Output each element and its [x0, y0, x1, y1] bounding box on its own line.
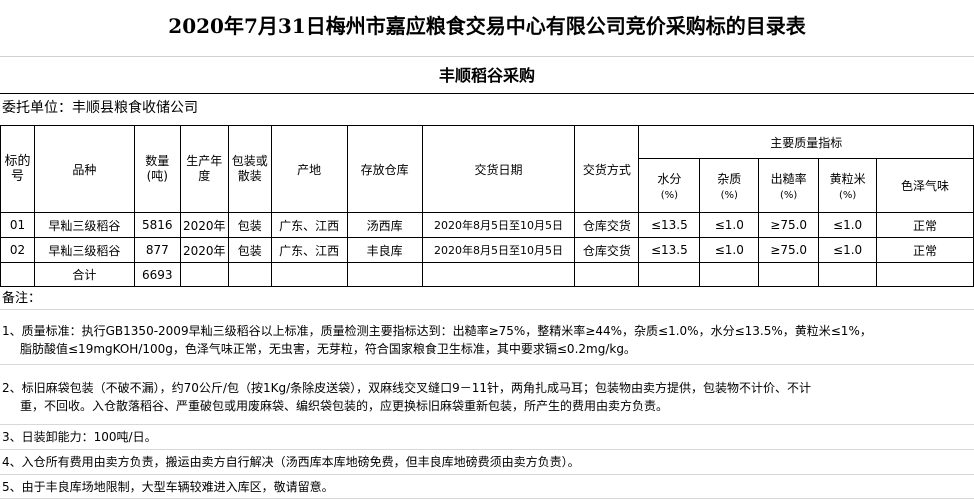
- cell-qty: 877: [133, 237, 181, 263]
- cell-year: 2020年: [179, 212, 229, 238]
- note-1: 1、质量标准：执行GB1350-2009早籼三级稻谷以上标准，质量检测主要指标达…: [0, 310, 974, 365]
- cell-qty: 5816: [133, 212, 181, 238]
- cell-yellow: ≤1.0: [818, 212, 878, 238]
- cell-variety: 早籼三级稻谷: [33, 212, 135, 238]
- cell-warehouse: 丰良库: [346, 237, 423, 263]
- header-yield: 出糙率 (%): [758, 158, 820, 213]
- cell-yellow: ≤1.0: [818, 237, 878, 263]
- subtitle: 丰顺稻谷采购: [0, 56, 974, 94]
- header-qty: 数量(吨): [133, 125, 181, 213]
- cell-impurity: ≤1.0: [699, 237, 760, 263]
- note-3: 3、日装卸能力：100吨/日。: [0, 425, 974, 450]
- header-variety: 品种: [33, 125, 135, 213]
- cell-delivery: 仓库交货: [574, 212, 640, 238]
- cell-date: 2020年8月5日至10月5日: [421, 212, 576, 238]
- header-year: 生产年度: [179, 125, 229, 213]
- cell-pack: 包装: [227, 212, 272, 238]
- cell-moisture: ≤13.5: [638, 237, 701, 263]
- cell-lot: 01: [0, 212, 35, 238]
- cell-impurity: ≤1.0: [699, 212, 760, 238]
- header-yellow: 黄粒米 (%): [818, 158, 878, 213]
- note-2: 2、标旧麻袋包装（不破不漏），约70公斤/包（按1Kg/条除皮送袋），双麻线交叉…: [0, 365, 974, 425]
- total-qty: 6693: [133, 262, 181, 287]
- header-origin: 产地: [270, 125, 348, 213]
- header-date: 交货日期: [421, 125, 576, 213]
- cell-yield: ≥75.0: [758, 237, 820, 263]
- cell-variety: 早籼三级稻谷: [33, 237, 135, 263]
- header-moisture: 水分 (%): [638, 158, 701, 213]
- header-pack: 包装或散装: [227, 125, 272, 213]
- total-row: 合计 6693: [0, 262, 974, 287]
- header-impurity: 杂质 (%): [699, 158, 760, 213]
- cell-lot: 02: [0, 237, 35, 263]
- header-warehouse: 存放仓库: [346, 125, 423, 213]
- cell-yield: ≥75.0: [758, 212, 820, 238]
- page-title: 2020年7月31日梅州市嘉应粮食交易中心有限公司竞价采购标的目录表: [168, 14, 806, 38]
- note-5: 5、由于丰良库场地限制，大型车辆较难进入库区，敬请留意。: [0, 475, 974, 499]
- note-4: 4、入仓所有费用由卖方负责，搬运由卖方自行解决（汤西库本库地磅免费，但丰良库地磅…: [0, 450, 974, 475]
- cell-color: 正常: [876, 237, 974, 263]
- cell-color: 正常: [876, 212, 974, 238]
- cell-year: 2020年: [179, 237, 229, 263]
- header-lot: 标的号: [0, 125, 35, 213]
- table-row: 01 早籼三级稻谷 5816 2020年 包装 广东、江西 汤西库 2020年8月5日至10月…: [0, 212, 974, 238]
- cell-origin: 广东、江西: [270, 212, 348, 238]
- header-delivery: 交货方式: [574, 125, 640, 213]
- cell-date: 2020年8月5日至10月5日: [421, 237, 576, 263]
- client-label: 委托单位：丰顺县粮食收储公司: [2, 100, 198, 116]
- header-quality: 主要质量指标: [638, 125, 974, 159]
- cell-pack: 包装: [227, 237, 272, 263]
- notes-heading: 备注：: [0, 287, 974, 310]
- cell-delivery: 仓库交货: [574, 237, 640, 263]
- cell-warehouse: 汤西库: [346, 212, 423, 238]
- header-color: 色泽气味: [876, 158, 974, 213]
- lot-table: 标的号 品种 数量(吨) 生产年度 包装或散装 产地 存放仓库 交货日期 交货方…: [0, 125, 974, 287]
- table-row: 02 早籼三级稻谷 877 2020年 包装 广东、江西 丰良库 2020年8月5日至10月5…: [0, 237, 974, 263]
- total-label: 合计: [33, 262, 135, 287]
- cell-moisture: ≤13.5: [638, 212, 701, 238]
- cell-origin: 广东、江西: [270, 237, 348, 263]
